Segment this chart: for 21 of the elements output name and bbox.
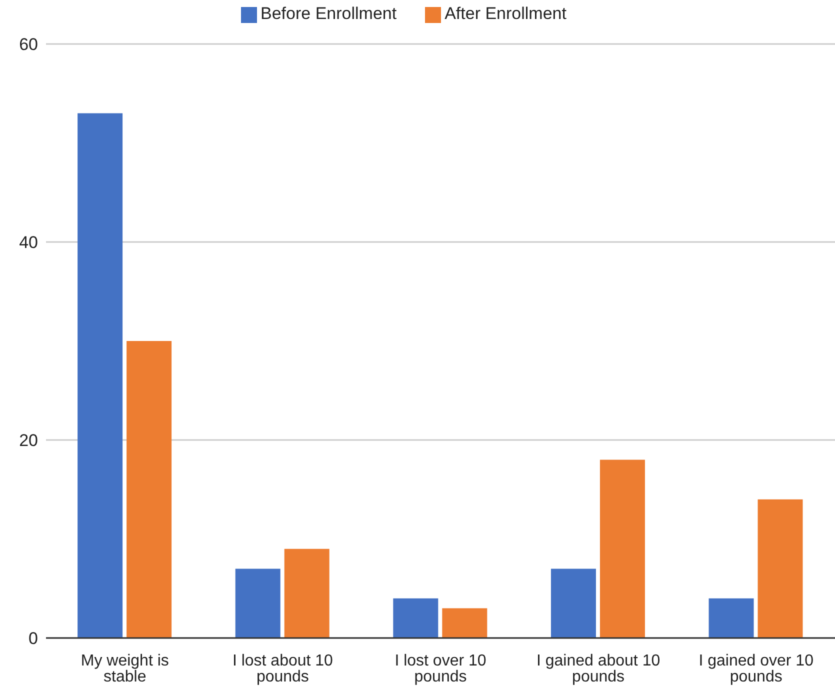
bar <box>284 548 330 638</box>
x-tick-label: I lost over 10 pounds <box>394 652 486 686</box>
x-tick-label: I gained over 10 pounds <box>698 652 814 686</box>
x-tick-label: I gained about 10 pounds <box>536 652 660 686</box>
bar <box>550 568 596 638</box>
y-tick-label: 40 <box>19 233 38 252</box>
y-tick-label: 0 <box>28 629 38 648</box>
bar <box>442 608 488 638</box>
bar <box>235 568 280 638</box>
x-tick-label: My weight is stable <box>80 652 169 686</box>
legend-label: After Enrollment <box>444 4 566 23</box>
y-tick-label: 20 <box>19 431 38 450</box>
bar <box>393 598 438 638</box>
legend-label: Before Enrollment <box>260 4 397 23</box>
bar <box>758 499 803 638</box>
bar <box>600 460 645 638</box>
bar <box>708 598 754 638</box>
bar <box>78 113 123 638</box>
bar <box>126 341 172 638</box>
y-tick-label: 60 <box>19 35 38 54</box>
x-tick-label: I lost about 10 pounds <box>232 652 334 686</box>
